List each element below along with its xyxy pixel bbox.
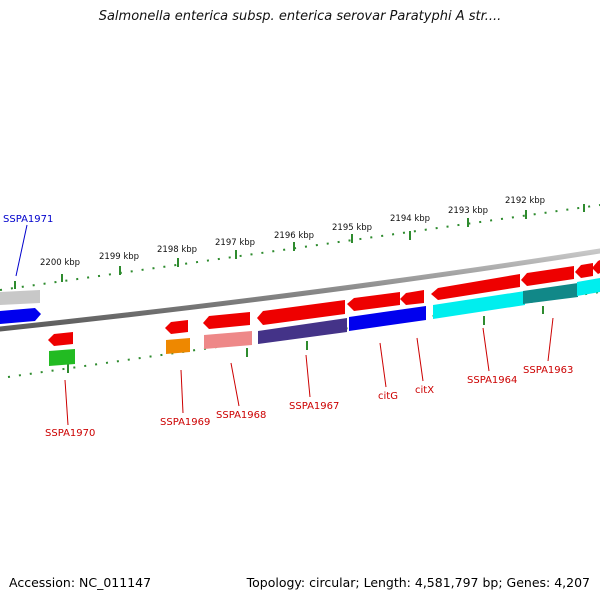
reverse-gene-track bbox=[48, 260, 600, 366]
genome-backbone bbox=[0, 248, 600, 332]
gene-label-sspa1968[interactable]: SSPA1968 bbox=[216, 410, 266, 421]
gene-feature[interactable] bbox=[0, 308, 41, 324]
gene-feature[interactable] bbox=[349, 306, 426, 331]
forward-gene-track bbox=[0, 290, 41, 324]
scale-label-2194: 2194 kbp bbox=[390, 214, 430, 224]
callout-line bbox=[379, 342, 387, 388]
scale-label-2196: 2196 kbp bbox=[274, 231, 314, 241]
gene-feature[interactable] bbox=[165, 320, 188, 334]
gene-feature[interactable] bbox=[433, 291, 525, 319]
callout-line bbox=[305, 354, 311, 398]
gene-feature[interactable] bbox=[257, 300, 345, 325]
callout-line bbox=[64, 379, 69, 426]
gene-feature[interactable] bbox=[347, 292, 400, 311]
scale-label-2195: 2195 kbp bbox=[332, 223, 372, 233]
gene-feature[interactable] bbox=[575, 263, 593, 278]
gene-feature[interactable] bbox=[521, 266, 574, 286]
scale-label-2192: 2192 kbp bbox=[505, 196, 545, 206]
gene-feature[interactable] bbox=[523, 283, 578, 304]
callout-line bbox=[482, 327, 490, 372]
callout-line bbox=[416, 337, 424, 382]
map-title: Salmonella enterica subsp. enterica sero… bbox=[98, 9, 502, 24]
gene-label-sspa1969[interactable]: SSPA1969 bbox=[160, 417, 210, 428]
gene-feature[interactable] bbox=[203, 312, 250, 329]
scale-label-2198: 2198 kbp bbox=[157, 245, 197, 255]
accession-text: Accession: NC_011147 bbox=[9, 575, 152, 590]
gene-feature[interactable] bbox=[592, 260, 600, 274]
gene-label-citx[interactable]: citX bbox=[415, 385, 434, 396]
gene-feature[interactable] bbox=[577, 278, 600, 296]
callout-line bbox=[547, 317, 554, 362]
gene-label-citg[interactable]: citG bbox=[378, 391, 398, 402]
scale-label-2199: 2199 kbp bbox=[99, 252, 139, 262]
callout-line bbox=[230, 362, 240, 407]
scale-label-2197: 2197 kbp bbox=[215, 238, 255, 248]
gene-feature[interactable] bbox=[431, 274, 520, 300]
gene-label-sspa1963[interactable]: SSPA1963 bbox=[523, 365, 573, 376]
gene-feature[interactable] bbox=[0, 290, 40, 305]
gene-label-sspa1967[interactable]: SSPA1967 bbox=[289, 401, 339, 412]
gene-feature[interactable] bbox=[48, 332, 73, 346]
gene-label-sspa1971[interactable]: SSPA1971 bbox=[3, 214, 53, 225]
gene-feature[interactable] bbox=[166, 338, 190, 354]
lower-scale-track bbox=[7, 291, 600, 378]
gene-feature[interactable] bbox=[400, 290, 424, 305]
callout-line bbox=[15, 224, 28, 277]
gene-feature[interactable] bbox=[204, 331, 252, 349]
gene-label-sspa1970[interactable]: SSPA1970 bbox=[45, 428, 95, 439]
gene-feature[interactable] bbox=[49, 349, 75, 366]
upper-scale-track bbox=[0, 204, 600, 291]
gene-feature[interactable] bbox=[258, 318, 347, 344]
scale-label-2193: 2193 kbp bbox=[448, 206, 488, 216]
genome-summary-text: Topology: circular; Length: 4,581,797 bp… bbox=[246, 575, 590, 590]
scale-label-2200: 2200 kbp bbox=[40, 258, 80, 268]
gene-label-sspa1964[interactable]: SSPA1964 bbox=[467, 375, 517, 386]
callout-line bbox=[180, 369, 184, 414]
